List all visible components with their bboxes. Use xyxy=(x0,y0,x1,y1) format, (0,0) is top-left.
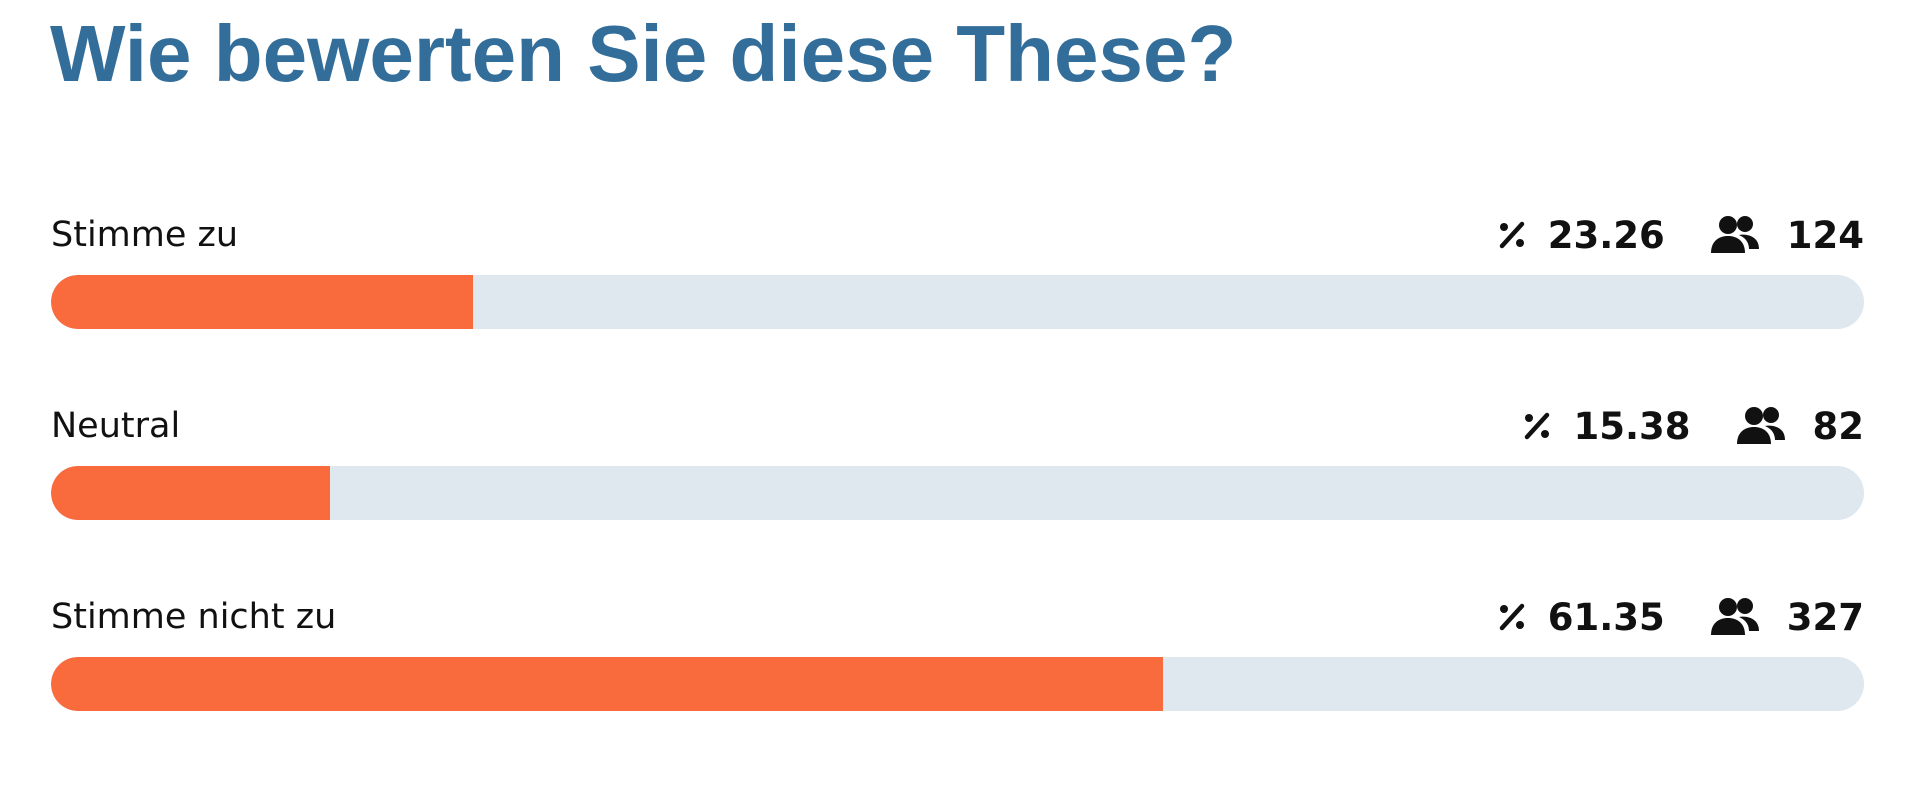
percent-value: 15.38 xyxy=(1573,404,1691,448)
bar-fill xyxy=(51,466,330,520)
percent-icon xyxy=(1499,221,1524,249)
option-label: Stimme zu xyxy=(51,215,239,255)
percent-value: 23.26 xyxy=(1547,213,1665,257)
poll-title: Wie bewerten Sie diese These? xyxy=(50,9,1237,98)
poll-option: Stimme zu 23.26 124 xyxy=(51,205,1864,345)
people-icon xyxy=(1710,216,1759,253)
vote-count: 327 xyxy=(1786,595,1864,639)
bar-track xyxy=(51,275,1864,329)
option-stats: 15.38 82 xyxy=(1521,405,1864,448)
percent-value: 61.35 xyxy=(1547,595,1665,639)
bar-track xyxy=(51,657,1864,711)
percent-icon xyxy=(1525,412,1550,440)
bar-fill xyxy=(51,657,1164,711)
option-header: Neutral 15.38 82 xyxy=(51,396,1864,456)
poll-option: Neutral 15.38 82 xyxy=(51,396,1864,536)
poll-option: Stimme nicht zu 61.35 327 xyxy=(51,587,1864,727)
option-header: Stimme nicht zu 61.35 327 xyxy=(51,587,1864,647)
people-icon xyxy=(1736,407,1785,444)
people-icon xyxy=(1710,598,1759,635)
percent-icon xyxy=(1499,603,1524,631)
option-header: Stimme zu 23.26 124 xyxy=(51,205,1864,265)
option-label: Neutral xyxy=(51,406,181,446)
bar-track xyxy=(51,466,1864,520)
option-label: Stimme nicht zu xyxy=(51,597,337,637)
vote-count: 82 xyxy=(1812,404,1865,448)
option-stats: 23.26 124 xyxy=(1496,214,1864,257)
vote-count: 124 xyxy=(1786,213,1864,257)
option-stats: 61.35 327 xyxy=(1496,596,1864,639)
bar-fill xyxy=(51,275,473,329)
